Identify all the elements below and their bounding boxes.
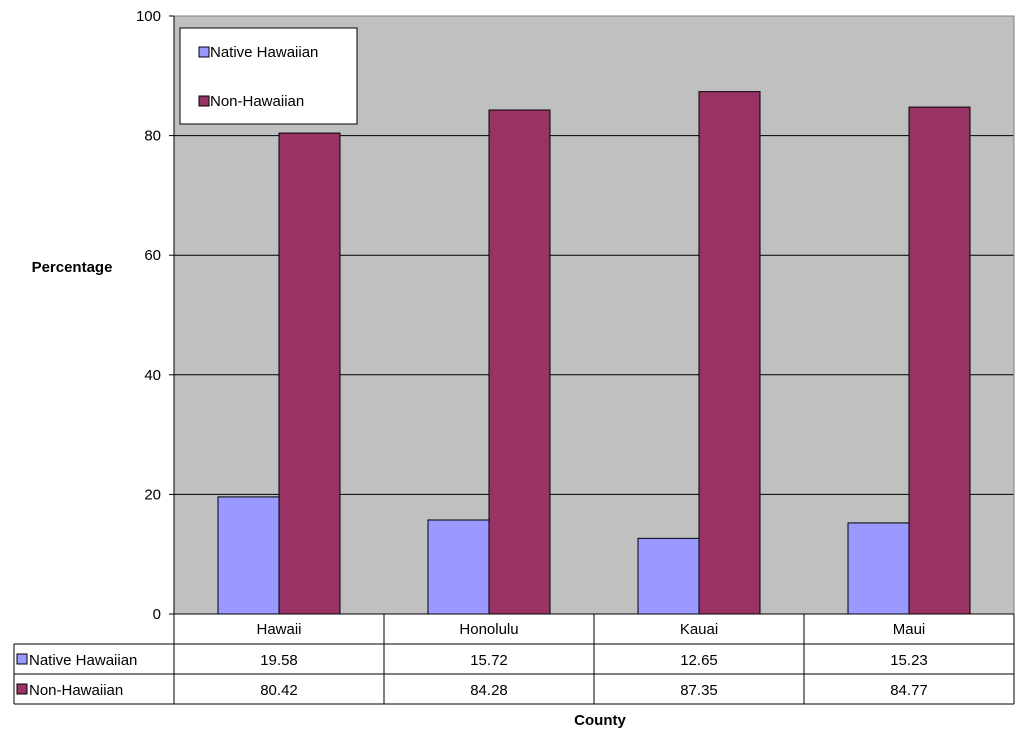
bar-non-hawaiian-kauai (698, 91, 761, 615)
table-cell-value: 84.77 (890, 682, 928, 699)
table-cell-value: 12.65 (680, 652, 718, 669)
bar-non-hawaiian-honolulu (488, 109, 551, 615)
table-row-label: Native Hawaiian (29, 652, 137, 669)
x-axis-title: County (574, 712, 626, 729)
legend-label-non-hawaiian: Non-Hawaiian (210, 93, 304, 110)
bar-native-hawaiian-hawaii (217, 496, 280, 615)
data-table: Hawaii Honolulu Kauai Maui Native Hawaiian 19… (13, 613, 1015, 705)
x-category-label: Hawaii (256, 621, 301, 638)
y-axis: 0 20 40 60 80 100 (136, 8, 175, 623)
y-tick-label: 80 (144, 128, 161, 145)
table-row-label: Non-Hawaiian (29, 682, 123, 699)
table-cell-value: 15.72 (470, 652, 508, 669)
table-cell-value: 87.35 (680, 682, 718, 699)
legend-label-native-hawaiian: Native Hawaiian (210, 44, 318, 61)
table-cell-value: 80.42 (260, 682, 298, 699)
legend-swatch-native-hawaiian (198, 46, 210, 58)
bar-non-hawaiian-maui (908, 106, 971, 615)
y-tick-label: 0 (153, 606, 161, 623)
bar-native-hawaiian-honolulu (427, 519, 490, 615)
table-swatch-non-hawaiian (16, 683, 28, 695)
table-swatch-native-hawaiian (16, 653, 28, 665)
bar-non-hawaiian-hawaii (278, 132, 341, 615)
y-tick-label: 100 (136, 8, 161, 25)
y-tick-label: 20 (144, 486, 161, 503)
bar-native-hawaiian-kauai (637, 537, 700, 615)
x-category-label: Honolulu (459, 621, 518, 638)
legend: Native Hawaiian Non-Hawaiian (179, 27, 358, 125)
y-axis-title: Percentage (32, 259, 113, 276)
bars (217, 91, 971, 615)
table-cell-value: 15.23 (890, 652, 928, 669)
legend-swatch-non-hawaiian (198, 95, 210, 107)
legend-box (179, 27, 358, 125)
y-tick-label: 40 (144, 367, 161, 384)
bar-native-hawaiian-maui (847, 522, 910, 615)
x-category-label: Maui (893, 621, 926, 638)
table-cell-value: 84.28 (470, 682, 508, 699)
y-tick-label: 60 (144, 247, 161, 264)
table-cell-value: 19.58 (260, 652, 298, 669)
x-category-label: Kauai (680, 621, 718, 638)
